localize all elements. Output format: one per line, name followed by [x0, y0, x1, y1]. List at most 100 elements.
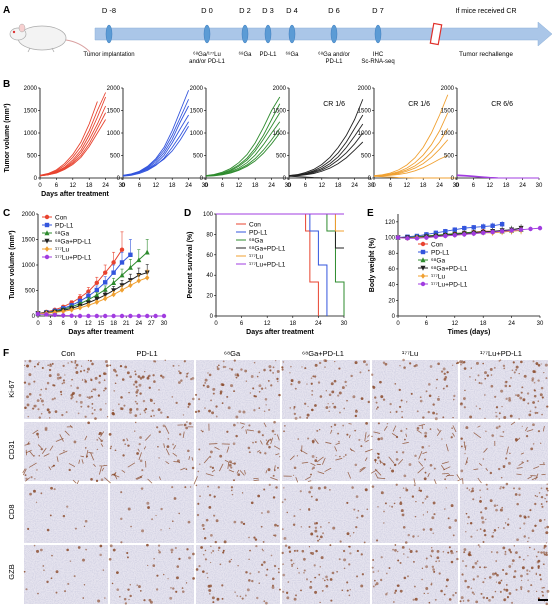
stain-dot: [461, 361, 464, 364]
stain-dot: [320, 535, 323, 539]
stain-vessel: [335, 442, 341, 445]
stain-dot: [146, 376, 150, 380]
stain-dot: [491, 572, 495, 576]
stain-dot: [141, 469, 144, 472]
stain-dot: [546, 525, 550, 529]
stain-dot: [139, 459, 143, 463]
stain-dot: [46, 580, 49, 584]
stain-dot: [27, 382, 31, 386]
stain-dot: [343, 558, 347, 562]
stain-dot: [403, 576, 407, 580]
stain-dot: [99, 553, 102, 557]
x-tick-label: 12: [85, 321, 92, 327]
data-point: [77, 305, 83, 311]
stain-dot: [486, 374, 490, 377]
stain-dot: [181, 590, 185, 593]
stain-dot: [495, 415, 498, 418]
stain-dot: [309, 580, 312, 583]
stain-dot: [276, 524, 279, 527]
stain-dot: [405, 487, 407, 489]
stain-dot: [113, 390, 115, 392]
stain-dot: [264, 397, 268, 401]
tissue-texture: [282, 360, 370, 419]
stain-dot: [210, 450, 213, 454]
stain-dot: [375, 401, 378, 404]
stain-dot: [151, 409, 154, 412]
stain-dot: [511, 369, 514, 372]
stain-dot: [371, 435, 373, 438]
stain-dot: [27, 415, 30, 418]
stain-dot: [522, 398, 526, 402]
stain-dot: [346, 589, 349, 592]
stain-dot: [460, 469, 464, 473]
stain-dot: [158, 389, 160, 391]
stain-dot: [99, 408, 102, 411]
x-tick-label: 30: [341, 321, 348, 327]
stain-dot: [364, 488, 368, 492]
x-tick-label: 12: [403, 183, 410, 189]
stain-dot: [217, 486, 220, 489]
event-label: PD-L1: [325, 59, 343, 65]
stain-dot: [144, 411, 147, 414]
stain-dot: [533, 548, 536, 550]
stain-dot: [52, 384, 55, 387]
stain-vessel: [211, 469, 216, 473]
stain-dot: [67, 362, 69, 364]
stain-dot: [346, 433, 349, 436]
stain-dot: [486, 597, 489, 600]
stain-vessel: [364, 432, 367, 442]
legend-label: ⁶⁸Ga+PD-L1: [55, 238, 92, 245]
x-axis-label: Days after treament: [68, 329, 134, 336]
stain-dot: [535, 573, 538, 576]
x-tick-label: 18: [503, 183, 510, 189]
day-marker-icon: [374, 24, 382, 44]
x-tick-label: 0: [455, 183, 459, 189]
stain-dot: [70, 393, 74, 397]
stain-dot: [503, 415, 507, 419]
stain-dot: [92, 388, 95, 391]
y-tick-label: 1500: [441, 109, 455, 115]
stain-dot: [223, 540, 227, 544]
stain-vessel: [253, 479, 260, 482]
stain-dot: [521, 425, 523, 427]
stain-dot: [115, 374, 118, 377]
stain-vessel: [478, 463, 483, 466]
stain-vessel: [32, 429, 39, 435]
ihc-tile: [22, 421, 111, 486]
stain-dot: [54, 410, 58, 413]
stain-dot: [470, 367, 472, 369]
stain-dot: [482, 581, 485, 584]
data-point: [111, 270, 116, 275]
stain-vessel: [402, 441, 409, 445]
row-label: CD8: [7, 504, 16, 519]
series-line: [37, 313, 164, 317]
stain-dot: [183, 423, 187, 427]
stain-dot: [44, 387, 48, 391]
stain-dot: [237, 473, 241, 476]
stain-dot: [352, 395, 356, 399]
stain-dot: [448, 546, 451, 549]
stain-dot: [167, 438, 170, 440]
stain-dot: [86, 370, 89, 373]
stain-dot: [537, 400, 540, 402]
stain-dot: [170, 548, 174, 552]
y-tick-label: 0: [368, 176, 372, 182]
stain-dot: [84, 415, 87, 418]
stain-dot: [545, 542, 548, 544]
stain-dot: [459, 600, 462, 603]
stain-dot: [456, 557, 459, 561]
stain-dot: [527, 590, 530, 593]
stain-dot: [509, 414, 513, 418]
stain-dot: [253, 361, 256, 364]
x-tick-label: 6: [138, 183, 142, 189]
stain-dot: [430, 556, 433, 558]
stain-vessel: [473, 432, 482, 439]
stain-vessel: [100, 443, 104, 447]
stain-dot: [372, 571, 375, 573]
stain-dot: [333, 379, 337, 383]
stain-dot: [148, 374, 151, 377]
stain-dot: [108, 432, 112, 436]
stain-dot: [419, 396, 422, 399]
stain-dot: [506, 523, 510, 526]
